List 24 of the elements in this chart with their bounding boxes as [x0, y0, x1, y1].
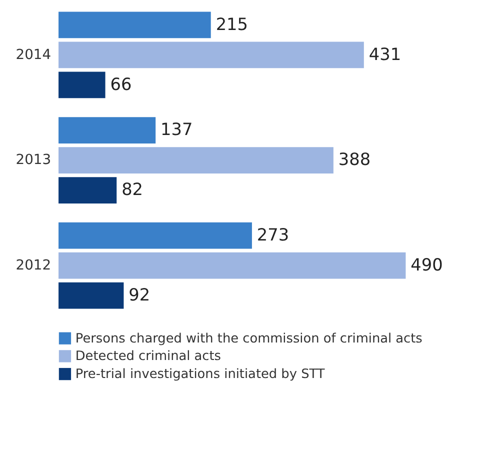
y-tick-label: 2013 [16, 152, 52, 168]
data-label: 82 [122, 179, 144, 200]
bar [58, 117, 156, 144]
bar [58, 42, 364, 68]
data-label: 388 [338, 149, 371, 170]
bar [58, 222, 252, 249]
y-tick-label: 2012 [16, 258, 52, 274]
data-label: 215 [216, 14, 248, 34]
bar [58, 177, 117, 204]
bar [58, 282, 124, 309]
legend-label: Pre-trial investigations initiated by STT [75, 367, 325, 382]
y-tick-label: 2014 [16, 46, 52, 63]
bar [58, 252, 406, 279]
bar [58, 72, 106, 98]
bar [58, 147, 334, 174]
legend-label: Detected criminal acts [75, 349, 222, 364]
data-label: 431 [368, 44, 402, 64]
legend-label: Persons charged with the commission of criminal acts [75, 331, 423, 346]
data-label: 92 [128, 284, 150, 305]
data-label: 66 [110, 74, 132, 94]
data-label: 490 [410, 254, 443, 275]
bar [58, 12, 211, 38]
data-label: 137 [160, 119, 193, 140]
data-label: 273 [256, 224, 290, 245]
